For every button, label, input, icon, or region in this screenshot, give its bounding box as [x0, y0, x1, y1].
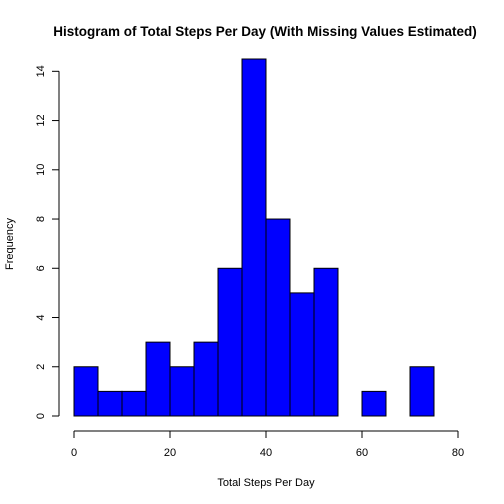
x-axis: 0 20 40 60 80 — [71, 430, 464, 459]
histogram-bar-3 — [145, 341, 171, 417]
x-tick-label-0: 0 — [71, 447, 77, 459]
histogram-bar-12 — [361, 390, 387, 417]
x-axis-label: Total Steps Per Day — [217, 477, 315, 489]
y-tick-label-7: 14 — [35, 65, 47, 77]
y-axis-label: Frequency — [4, 218, 16, 270]
bars-group — [73, 58, 435, 417]
x-tick-label-4: 80 — [452, 447, 464, 459]
chart-title: Histogram of Total Steps Per Day (With M… — [53, 24, 476, 39]
y-axis: 0 2 4 6 8 10 12 14 — [35, 65, 60, 419]
histogram-bar-9 — [289, 292, 315, 417]
histogram-bar-1 — [97, 390, 123, 417]
histogram-bar-8 — [265, 218, 291, 417]
y-tick-label-2: 4 — [35, 314, 47, 320]
histogram-bar-7 — [241, 58, 267, 417]
histogram-bar-0 — [73, 366, 99, 417]
histogram-bar-2 — [121, 390, 147, 417]
histogram-bar-14 — [409, 366, 435, 417]
y-tick-label-4: 8 — [35, 216, 47, 222]
x-tick-label-3: 60 — [356, 447, 368, 459]
y-tick-label-5: 10 — [35, 164, 47, 176]
x-tick-label-1: 20 — [164, 447, 176, 459]
x-tick-label-2: 40 — [260, 447, 272, 459]
y-tick-label-1: 2 — [35, 364, 47, 370]
y-tick-label-3: 6 — [35, 265, 47, 271]
histogram-bar-4 — [169, 366, 195, 417]
y-tick-label-6: 12 — [35, 114, 47, 126]
histogram-bar-10 — [313, 267, 339, 417]
histogram-bar-6 — [217, 267, 243, 417]
y-tick-label-0: 0 — [35, 413, 47, 419]
histogram-bar-5 — [193, 341, 219, 417]
